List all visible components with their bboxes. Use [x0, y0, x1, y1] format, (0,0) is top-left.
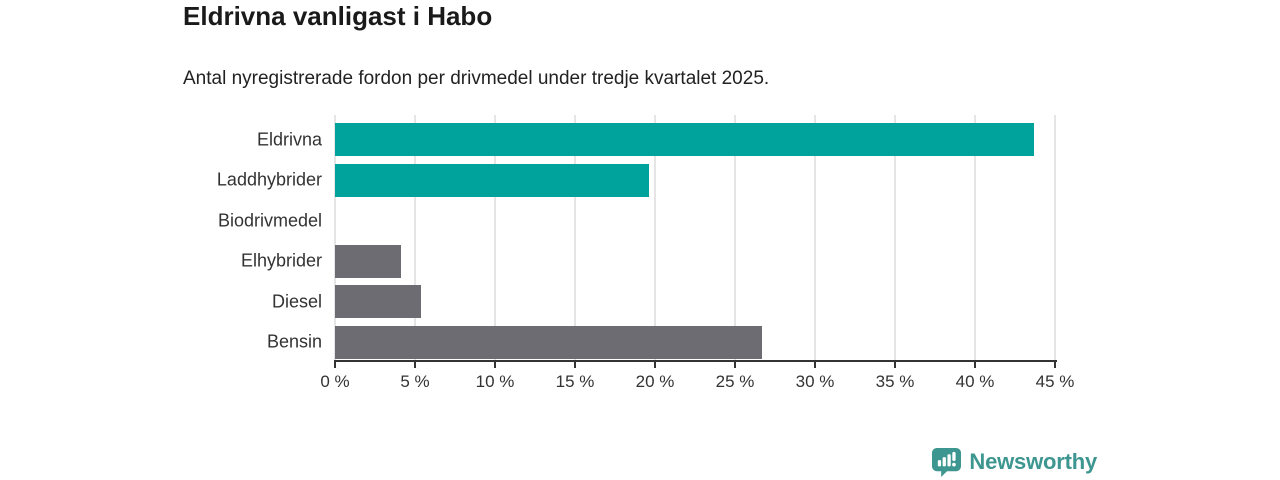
- plot-area: [334, 115, 1056, 362]
- x-axis-tick-label: 20 %: [635, 372, 675, 391]
- category-label: Diesel: [271, 291, 322, 311]
- category-label: Biodrivmedel: [217, 210, 322, 230]
- newsworthy-chart-bubble-icon: [932, 447, 962, 477]
- x-axis-tick: [654, 360, 656, 368]
- chart-title: Eldrivna vanligast i Habo: [183, 1, 493, 31]
- x-axis-tick-label: 35 %: [875, 372, 915, 391]
- x-axis-tick-label: 45 %: [1035, 372, 1075, 391]
- x-axis-tick: [414, 360, 416, 368]
- bar-eldrivna: [335, 123, 1035, 156]
- gridline: [574, 115, 576, 362]
- x-axis-tick: [894, 360, 896, 368]
- x-axis-tick: [1054, 360, 1056, 368]
- bar-diesel: [335, 285, 422, 318]
- x-axis-tick: [334, 360, 336, 368]
- x-axis-tick-label: 10 %: [475, 372, 515, 391]
- category-label: Bensin: [266, 331, 322, 352]
- x-axis-tick: [814, 360, 816, 368]
- x-axis-tick-label: 15 %: [555, 372, 595, 391]
- x-axis-tick-label: 40 %: [955, 372, 995, 391]
- gridline: [494, 115, 496, 362]
- x-axis-tick: [974, 360, 976, 368]
- x-axis-tick-label: 30 %: [795, 372, 835, 391]
- x-axis-tick: [734, 360, 736, 368]
- x-axis-tick-label: 5 %: [400, 372, 430, 391]
- x-axis-tick: [494, 360, 496, 368]
- x-axis-tick-label: 0 %: [320, 372, 350, 391]
- category-label: Elhybrider: [240, 250, 322, 271]
- logo-text: Newsworthy: [969, 449, 1097, 474]
- gridline: [654, 115, 656, 362]
- x-axis-tick-label: 25 %: [715, 372, 755, 391]
- bar-laddhybrider: [335, 163, 649, 197]
- gridline: [894, 115, 896, 362]
- category-label: Eldrivna: [256, 129, 322, 149]
- gridline: [334, 115, 336, 362]
- gridline: [414, 115, 416, 362]
- bar-elhybrider: [335, 244, 401, 278]
- chart-subtitle: Antal nyregistrerade fordon per drivmede…: [183, 68, 770, 89]
- x-axis-tick: [574, 360, 576, 368]
- gridline: [734, 115, 736, 362]
- gridline: [974, 115, 976, 362]
- x-axis-line: [335, 360, 1057, 362]
- newsworthy-logo: Newsworthy: [931, 447, 1097, 477]
- gridline: [1054, 115, 1056, 362]
- category-label: Laddhybrider: [216, 169, 322, 190]
- bar-bensin: [335, 325, 763, 359]
- gridline: [814, 115, 816, 362]
